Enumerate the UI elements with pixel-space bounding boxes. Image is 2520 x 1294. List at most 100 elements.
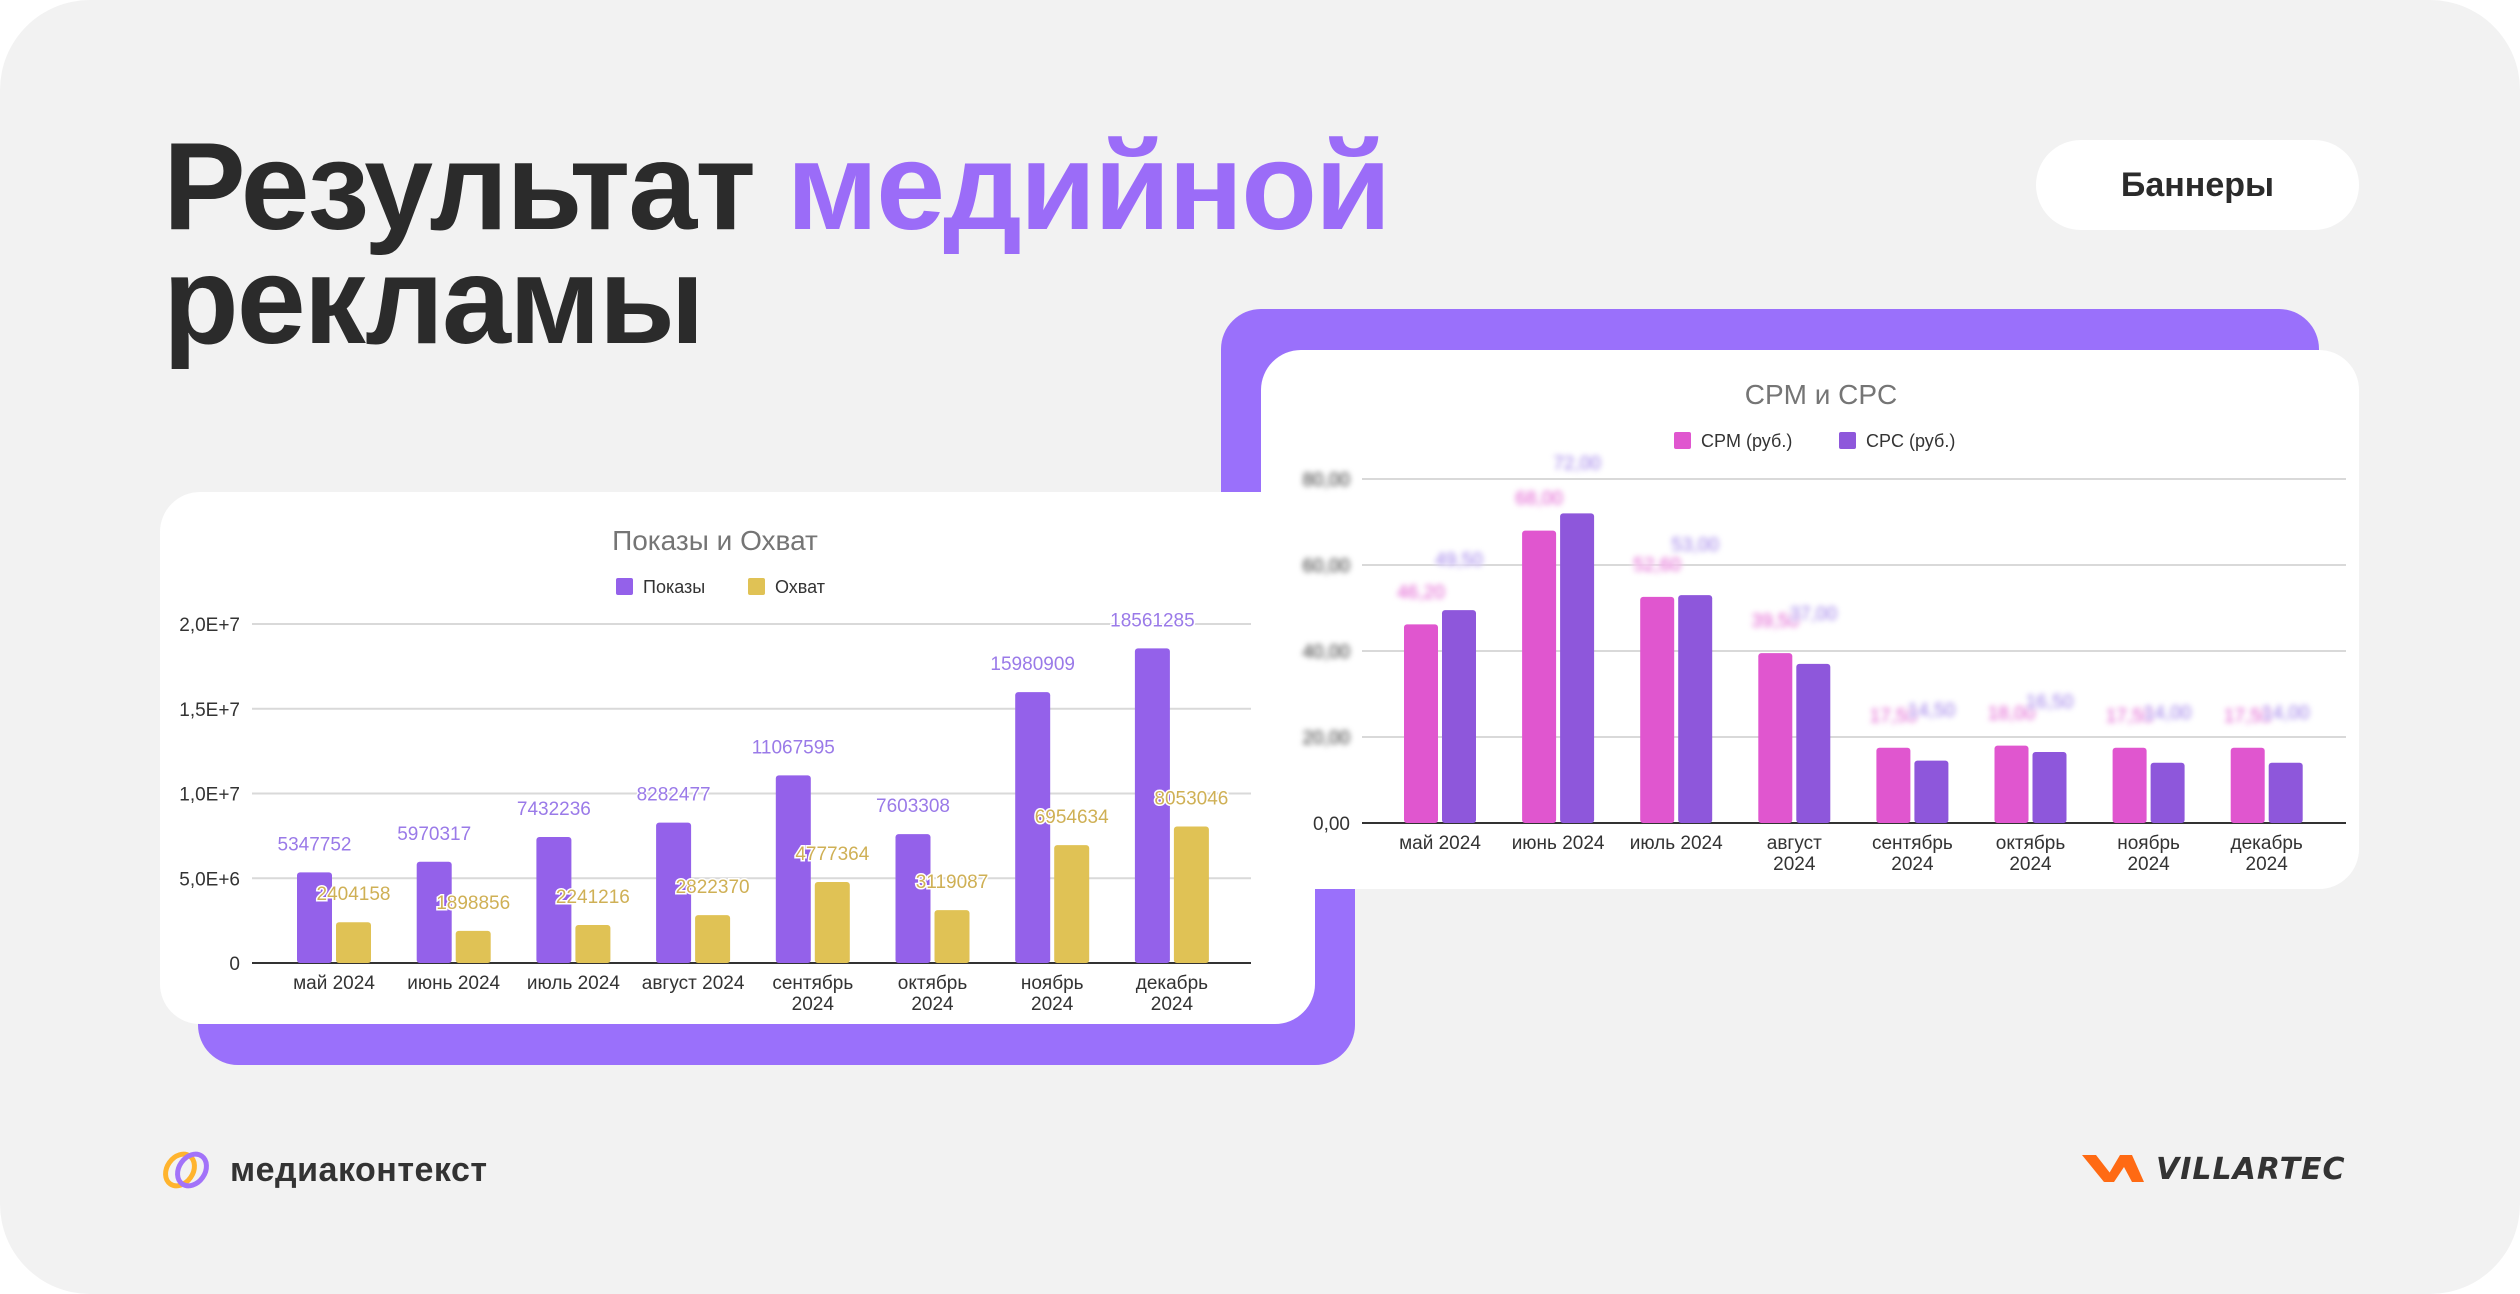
bar-reach xyxy=(455,930,491,963)
data-label: 18,00 xyxy=(1988,704,2036,725)
x-tick-label: октябрь xyxy=(1996,833,2066,854)
bar-cpc xyxy=(2150,762,2185,823)
x-tick-label: 2024 xyxy=(2009,854,2052,875)
villartec-logo: VILLARTEC xyxy=(2082,1152,2346,1187)
bar-impressions xyxy=(1134,648,1170,963)
x-tick-label: 2024 xyxy=(1891,854,1934,875)
legend-label: Охват xyxy=(775,577,825,597)
data-label: 52,60 xyxy=(1633,555,1681,576)
legend-swatch xyxy=(616,578,633,595)
x-tick-label: сентябрь xyxy=(1872,833,1953,854)
data-label: 8282477 xyxy=(637,785,711,806)
bar-cpc xyxy=(1914,760,1949,823)
bar-impressions xyxy=(297,872,332,963)
title-part1: Результат xyxy=(163,118,787,256)
data-label: 46,20 xyxy=(1397,582,1445,603)
x-tick-label: сентябрь xyxy=(772,973,853,994)
data-label: 3119087 xyxy=(916,872,989,893)
bar-reach xyxy=(814,882,850,963)
bar-cpm xyxy=(1522,530,1557,823)
villartec-wordmark: VILLARTEC xyxy=(2156,1152,2346,1187)
banners-badge[interactable]: Баннеры xyxy=(2036,140,2359,230)
bar-cpm xyxy=(2112,747,2147,823)
legend-label: Показы xyxy=(643,577,705,597)
x-tick-label: 2024 xyxy=(2127,854,2170,875)
data-label: 68,00 xyxy=(1515,489,1563,510)
legend-label: CPC (руб.) xyxy=(1866,431,1955,451)
bar-cpm xyxy=(1876,747,1911,823)
bar-impressions xyxy=(775,775,811,963)
x-tick-label: декабрь xyxy=(2231,833,2303,854)
y-tick-label: 2,0E+7 xyxy=(179,615,240,636)
cpm-cpc-card: CPM и CPC CPM (руб.) CPC (руб.) 0,00 20,00 40… xyxy=(1261,350,2359,889)
x-tick-label: май 2024 xyxy=(1399,833,1481,854)
data-label: 2404158 xyxy=(317,884,391,905)
bar-cpc xyxy=(1442,610,1476,823)
data-label: 18561285 xyxy=(1110,610,1195,631)
y-tick-label: 20,00 xyxy=(1302,728,1350,749)
data-label: 15980909 xyxy=(990,654,1075,675)
x-tick-label: 2024 xyxy=(792,994,835,1015)
bar-cpm xyxy=(1404,624,1438,823)
legend-swatch xyxy=(1839,432,1856,449)
x-tick-label: 2024 xyxy=(911,994,954,1015)
x-tick-label: 2024 xyxy=(2246,854,2289,875)
bar-reach xyxy=(1054,845,1090,963)
data-label: 17,50 xyxy=(2224,706,2272,727)
bar-cpm xyxy=(1994,745,2029,823)
data-label: 1898856 xyxy=(436,893,510,914)
y-tick-label: 1,0E+7 xyxy=(179,785,240,806)
x-tick-label: ноябрь xyxy=(1021,973,1084,994)
mediakontekst-logo: медиаконтекст xyxy=(160,1150,488,1190)
y-tick-label: 0 xyxy=(229,954,240,975)
x-tick-label: декабрь xyxy=(1136,973,1208,994)
data-label: 4777364 xyxy=(795,844,869,865)
y-tick-label: 0,00 xyxy=(1313,814,1350,835)
bar-impressions xyxy=(416,861,452,963)
mediakontekst-wordmark: медиаконтекст xyxy=(230,1150,488,1189)
y-tick-label: 1,5E+7 xyxy=(179,700,240,721)
bar-impressions xyxy=(895,834,931,963)
bar-impressions xyxy=(1015,692,1051,963)
x-tick-label: 2024 xyxy=(1151,994,1194,1015)
x-tick-label: 2024 xyxy=(1773,854,1816,875)
page-title: Результат медийной рекламы xyxy=(163,125,1391,363)
data-label: 14,00 xyxy=(2262,703,2310,724)
y-tick-label: 80,00 xyxy=(1302,470,1350,491)
data-label: 16,50 xyxy=(2026,692,2074,713)
x-tick-label: июнь 2024 xyxy=(1512,833,1605,854)
title-part2: рекламы xyxy=(163,232,705,370)
data-label: 2241216 xyxy=(556,887,630,908)
impressions-reach-chart: Показы и Охват Показы Охват 0 5,0E+6 1,0E+7 1,… xyxy=(179,525,1251,1015)
chart-title: CPM и CPC xyxy=(1745,379,1898,410)
impressions-reach-card: Показы и Охват Показы Охват 0 5,0E+6 1,0E+7 1,… xyxy=(160,492,1315,1024)
y-tick-label: 5,0E+6 xyxy=(179,869,240,890)
x-tick-label: ноябрь xyxy=(2117,833,2180,854)
data-label: 5970317 xyxy=(397,824,471,845)
cpm-cpc-chart: CPM и CPC CPM (руб.) CPC (руб.) 0,00 20,00 40… xyxy=(1302,379,2346,875)
data-label: 14,50 xyxy=(1908,701,1956,722)
villartec-mark-icon xyxy=(2082,1154,2144,1182)
data-label: 39,50 xyxy=(1752,611,1800,632)
bar-impressions xyxy=(656,822,692,963)
bar-reach xyxy=(934,910,970,963)
data-label: 7432236 xyxy=(517,799,591,820)
legend-swatch xyxy=(748,578,765,595)
data-label: 37,00 xyxy=(1790,604,1838,625)
title-accent: медийной xyxy=(786,118,1391,256)
bar-cpc xyxy=(1560,513,1595,823)
bar-cpm xyxy=(1640,596,1675,823)
data-label: 17,50 xyxy=(2106,706,2154,727)
bar-cpc xyxy=(1796,663,1831,823)
y-tick-label: 40,00 xyxy=(1302,642,1350,663)
rings-logo-icon xyxy=(163,1151,209,1189)
data-label: 5347752 xyxy=(278,834,352,855)
data-label: 53,00 xyxy=(1671,535,1719,556)
chart-title: Показы и Охват xyxy=(612,525,818,556)
bar-cpm xyxy=(2230,747,2265,823)
bar-cpc xyxy=(2032,752,2067,823)
x-tick-label: май 2024 xyxy=(293,973,375,994)
bar-reach xyxy=(575,925,611,963)
bar-cpc xyxy=(2268,762,2303,823)
